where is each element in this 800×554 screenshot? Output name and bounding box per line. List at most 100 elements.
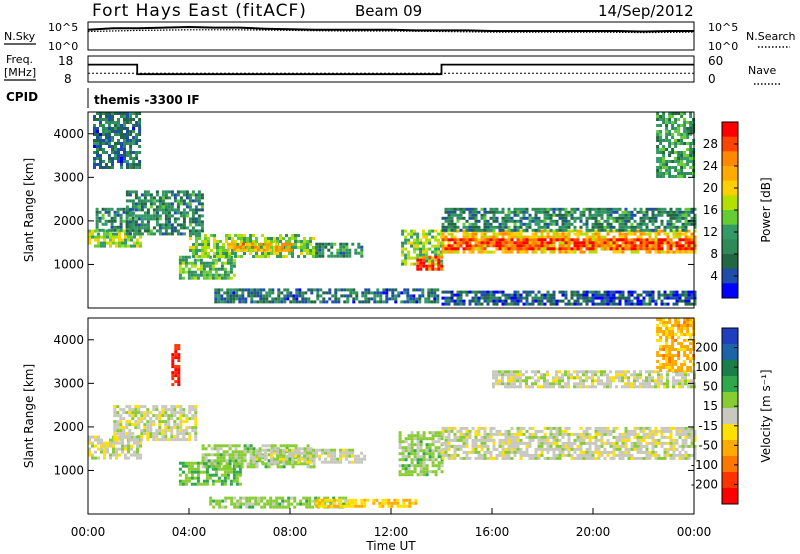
velocity-cell <box>312 462 316 466</box>
velocity-cell <box>113 426 117 430</box>
power-cell <box>654 219 658 223</box>
power-cell <box>612 229 616 233</box>
power-cell <box>492 296 496 300</box>
power-cell <box>561 228 565 232</box>
power-cell <box>205 276 209 280</box>
power-cell <box>555 222 559 226</box>
power-cell <box>564 219 568 223</box>
power-cell <box>434 244 438 248</box>
power-cell <box>238 297 242 301</box>
velocity-cell <box>97 435 100 439</box>
velocity-cell <box>199 461 203 465</box>
power-cell <box>225 237 228 240</box>
power-cell <box>686 121 690 124</box>
power-cell <box>567 244 571 248</box>
power-cell <box>624 244 628 248</box>
power-cell <box>96 163 99 166</box>
power-cell <box>683 133 687 136</box>
power-cell <box>114 157 117 160</box>
power-cell <box>200 193 204 197</box>
power-cell <box>246 240 249 243</box>
power-cell <box>152 211 156 215</box>
velocity-cell <box>540 438 544 442</box>
velocity-cell <box>431 434 435 438</box>
velocity-cell <box>220 473 224 477</box>
power-cell <box>217 297 221 301</box>
power-cell <box>252 246 255 249</box>
power-cell <box>194 220 198 224</box>
velocity-cell <box>483 426 487 430</box>
power-colorbar-swatch <box>722 239 738 255</box>
power-cell <box>597 235 601 239</box>
power-cell <box>425 259 429 263</box>
power-cell <box>167 214 171 218</box>
power-cell <box>176 232 180 236</box>
power-cell <box>93 157 96 160</box>
power-cell <box>522 238 526 242</box>
power-cell <box>648 232 652 236</box>
velocity-cell <box>398 434 402 438</box>
velocity-cell <box>630 441 634 445</box>
power-cell <box>678 299 682 303</box>
velocity-cell <box>201 456 205 460</box>
power-cell <box>135 139 139 142</box>
velocity-cell <box>549 441 553 445</box>
velocity-cell <box>288 454 292 458</box>
velocity-cell <box>297 457 301 461</box>
velocity-cell <box>152 438 156 442</box>
power-region <box>88 229 142 248</box>
velocity-cell <box>119 423 123 427</box>
power-cell <box>543 244 547 248</box>
power-cell <box>105 112 108 115</box>
power-cell <box>345 245 349 249</box>
power-cell <box>197 214 201 218</box>
power-cell <box>211 264 215 268</box>
power-cell <box>492 210 496 214</box>
power-cell <box>152 214 156 218</box>
velocity-cell <box>437 449 441 453</box>
power-cell <box>656 130 660 133</box>
power-cell <box>178 270 182 274</box>
power-cell <box>579 210 583 214</box>
power-cell <box>300 246 303 249</box>
power-cell <box>480 238 484 242</box>
power-cell <box>136 238 139 242</box>
power-cell <box>407 241 411 245</box>
velocity-cell <box>228 444 232 448</box>
power-cell <box>659 142 663 145</box>
power-cell <box>678 247 682 251</box>
velocity-cell <box>477 426 481 430</box>
velocity-cell <box>113 405 117 409</box>
power-cell <box>109 241 112 245</box>
power-cell <box>306 243 309 246</box>
power-cell <box>447 290 451 294</box>
velocity-cell <box>306 460 310 464</box>
power-cell <box>382 291 386 295</box>
power-cell <box>422 253 426 257</box>
power-cell <box>510 232 514 236</box>
power-cell <box>477 238 481 242</box>
power-cell <box>495 232 499 236</box>
power-cell <box>450 219 454 223</box>
velocity-cell <box>149 435 153 439</box>
velocity-cell <box>654 453 658 457</box>
power-cell <box>450 216 454 220</box>
power-cell <box>370 297 374 301</box>
power-cell <box>633 302 637 306</box>
velocity-cell <box>558 429 562 433</box>
power-cell <box>552 290 556 294</box>
power-cell <box>447 302 451 306</box>
velocity-cell <box>410 437 414 441</box>
power-cell <box>612 299 616 303</box>
power-cell <box>197 223 201 227</box>
power-cell <box>663 302 667 306</box>
power-cell <box>190 276 194 280</box>
power-cell <box>645 222 649 226</box>
power-cell <box>627 299 631 303</box>
power-cell <box>265 248 269 252</box>
velocity-cell <box>140 411 144 415</box>
velocity-cell <box>639 438 643 442</box>
velocity-cell <box>645 456 649 460</box>
power-cell <box>134 190 138 194</box>
power-cell <box>132 160 136 163</box>
